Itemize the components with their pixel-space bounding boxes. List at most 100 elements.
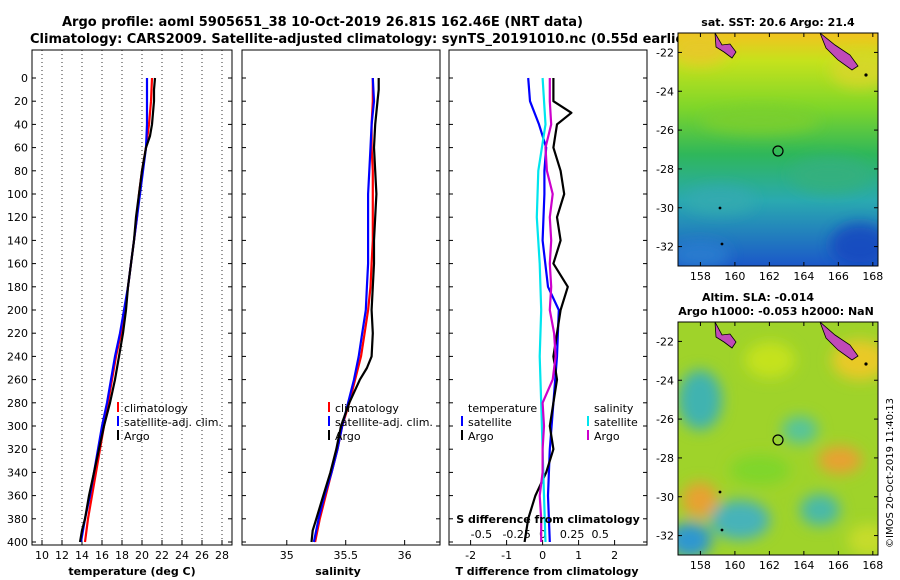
- difference-legend: temperature satellite Argo salinity sate…: [461, 402, 638, 443]
- sst-map-frame: [677, 32, 879, 267]
- map-lon-label: 162: [759, 559, 780, 572]
- depth-tick-label: 100: [7, 188, 28, 201]
- sst-map-axes: 158 160 162 164 166 168 -22 -24 -26 -28 -30 -32: [656, 33, 883, 283]
- salinity-line-satellite: [312, 77, 376, 543]
- legend-t-satellite: satellite: [468, 416, 512, 429]
- temperature-tick-label: 28: [215, 549, 229, 562]
- depth-tick-label: 280: [7, 397, 28, 410]
- legend-climatology: climatology: [335, 402, 399, 415]
- coastline-australia: [714, 322, 737, 349]
- depth-tick-label: 400: [7, 536, 28, 549]
- temperature-grid: [41, 50, 223, 545]
- temperature-tick-label: 10: [35, 549, 49, 562]
- map-lon-label: 168: [862, 270, 883, 283]
- legend-s-satellite: satellite: [594, 416, 638, 429]
- depth-tick-label: 160: [7, 258, 28, 271]
- salinity-panel: [241, 49, 441, 546]
- sst-map-title: sat. SST: 20.6 Argo: 21.4: [701, 16, 855, 29]
- legend-argo: Argo: [335, 430, 361, 443]
- depth-tick-label: 60: [14, 142, 28, 155]
- map-lat-label: -22: [656, 335, 674, 348]
- t-difference-tick-label: 2: [611, 549, 618, 562]
- legend-satellite: satellite-adj. clim.: [335, 416, 433, 429]
- salinity-axis: 35 35.5 36: [280, 540, 412, 562]
- map-lat-label: -22: [656, 46, 674, 59]
- salinity-legend: climatology satellite-adj. clim. Argo: [328, 402, 433, 443]
- s-difference-tick-label: 0: [539, 528, 546, 541]
- map-lat-label: -32: [656, 530, 674, 543]
- sla-map-axes: 158 160 162 164 166 168 -22 -24 -26 -28 -30 -32: [656, 322, 883, 572]
- t-difference-axis: -2 -1 0 1 2: [465, 540, 618, 562]
- map-lat-label: -24: [656, 85, 674, 98]
- coastline-new-caledonia: [819, 322, 859, 361]
- title-line2: Climatology: CARS2009. Satellite-adjuste…: [30, 32, 697, 47]
- map-lon-label: 162: [759, 270, 780, 283]
- imos-credit: ©IMOS 20-Oct-2019 11:40:13: [885, 398, 896, 548]
- argo-position-marker: [772, 434, 784, 446]
- map-lat-label: -28: [656, 452, 674, 465]
- map-lon-label: 160: [724, 270, 745, 283]
- depth-tick-label: 220: [7, 327, 28, 340]
- map-lat-label: -26: [656, 124, 674, 137]
- temperature-tick-label: 14: [75, 549, 89, 562]
- map-lon-label: 164: [793, 559, 814, 572]
- legend-argo: Argo: [124, 430, 150, 443]
- t-difference-tick-label: -1: [501, 549, 512, 562]
- s-difference-tick-label: -0.5: [471, 528, 492, 541]
- legend-t-argo: Argo: [468, 430, 494, 443]
- depth-tick-label: 240: [7, 350, 28, 363]
- map-lon-label: 164: [793, 270, 814, 283]
- temperature-tick-label: 16: [95, 549, 109, 562]
- temperature-axis: 10 12 14 16 18 20 22 24 26 28: [35, 540, 229, 562]
- depth-tick-label: 260: [7, 374, 28, 387]
- s-difference-tick-label: -0.25: [502, 528, 530, 541]
- depth-tick-label: 0: [21, 72, 28, 85]
- temperature-tick-label: 26: [195, 549, 209, 562]
- depth-tick-label: 360: [7, 490, 28, 503]
- map-lat-label: -30: [656, 202, 674, 215]
- depth-tick-label: 300: [7, 420, 28, 433]
- t-difference-xlabel: T difference from climatology: [455, 565, 638, 578]
- sst-map: [678, 33, 878, 266]
- depth-tick-label: 180: [7, 281, 28, 294]
- argo-position-marker: [772, 145, 784, 157]
- map-lon-label: 168: [862, 559, 883, 572]
- s-difference-tick-label: 0.5: [591, 528, 609, 541]
- map-lat-label: -28: [656, 163, 674, 176]
- salinity-tick-label: 36: [398, 549, 412, 562]
- difference-panel: [448, 49, 648, 546]
- depth-tick-label: 80: [14, 165, 28, 178]
- t-difference-tick-label: 1: [575, 549, 582, 562]
- map-lon-label: 158: [690, 270, 711, 283]
- sla-map: [678, 322, 878, 555]
- temperature-tick-label: 18: [115, 549, 129, 562]
- temperature-legend: climatology satellite-adj. clim. Argo: [117, 402, 222, 443]
- legend-s-argo: Argo: [594, 430, 620, 443]
- depth-tick-label: 200: [7, 304, 28, 317]
- salinity-xlabel: salinity: [315, 565, 361, 578]
- s-difference-xlabel: S difference from climatology: [456, 513, 640, 526]
- temperature-tick-label: 24: [175, 549, 189, 562]
- map-lat-label: -30: [656, 491, 674, 504]
- map-lon-label: 160: [724, 559, 745, 572]
- t-difference-tick-label: 0: [539, 549, 546, 562]
- legend-temperature-title: temperature: [468, 402, 537, 415]
- salinity-tick-label: 35.5: [333, 549, 358, 562]
- legend-climatology: climatology: [124, 402, 188, 415]
- salinity-line-climatology: [314, 78, 374, 543]
- temperature-panel: [31, 49, 233, 546]
- temperature-tick-label: 20: [135, 549, 149, 562]
- depth-tick-label: 140: [7, 234, 28, 247]
- coastline-new-caledonia: [819, 33, 859, 71]
- salinity-tick-label: 35: [280, 549, 294, 562]
- map-lat-label: -24: [656, 374, 674, 387]
- map-lon-label: 166: [828, 559, 849, 572]
- sla-map-title1: Altim. SLA: -0.014: [702, 291, 814, 304]
- t-difference-tick-label: -2: [465, 549, 476, 562]
- temperature-xlabel: temperature (deg C): [68, 565, 195, 578]
- legend-satellite: satellite-adj. clim.: [124, 416, 222, 429]
- depth-axis: 0 20 40 60 80 100 120 140 160 180 200 220 240 260 280 3…: [7, 72, 647, 549]
- difference-line-salinity_sat: [535, 77, 547, 543]
- temperature-tick-label: 12: [55, 549, 69, 562]
